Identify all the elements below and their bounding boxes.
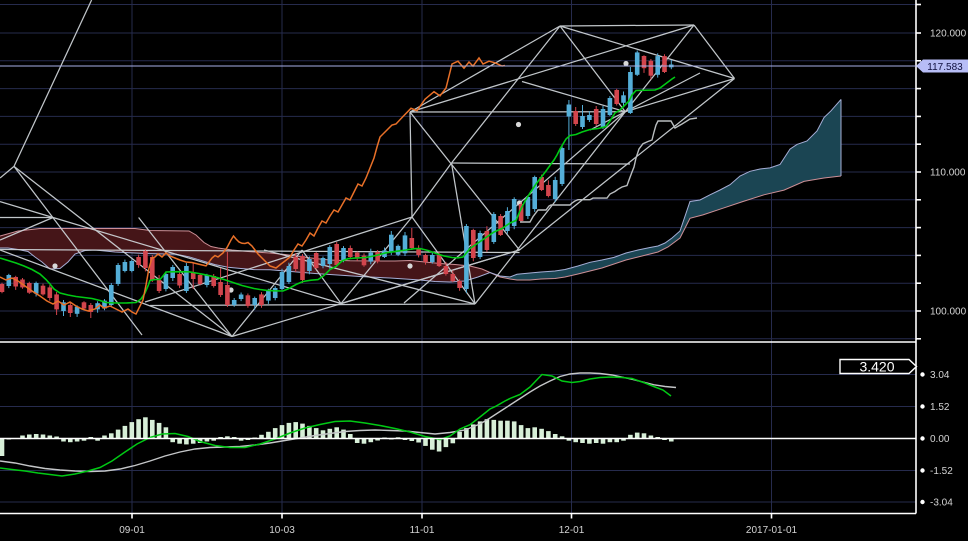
svg-text:117.583: 117.583 [927,62,963,73]
svg-text:10-03: 10-03 [269,525,295,536]
svg-text:120.000: 120.000 [930,29,967,40]
svg-text:3.420: 3.420 [859,359,894,375]
svg-text:110.000: 110.000 [930,168,966,179]
svg-text:2017-01-01: 2017-01-01 [746,525,798,536]
svg-text:100.000: 100.000 [930,307,967,318]
svg-text:12-01: 12-01 [559,525,585,536]
svg-text:-1.52: -1.52 [930,466,953,477]
svg-text:-3.04: -3.04 [930,498,953,509]
svg-text:0.00: 0.00 [930,434,950,445]
svg-text:09-01: 09-01 [119,525,145,536]
svg-text:11-01: 11-01 [410,525,435,536]
svg-text:1.52: 1.52 [930,402,950,413]
svg-text:3.04: 3.04 [930,370,950,381]
